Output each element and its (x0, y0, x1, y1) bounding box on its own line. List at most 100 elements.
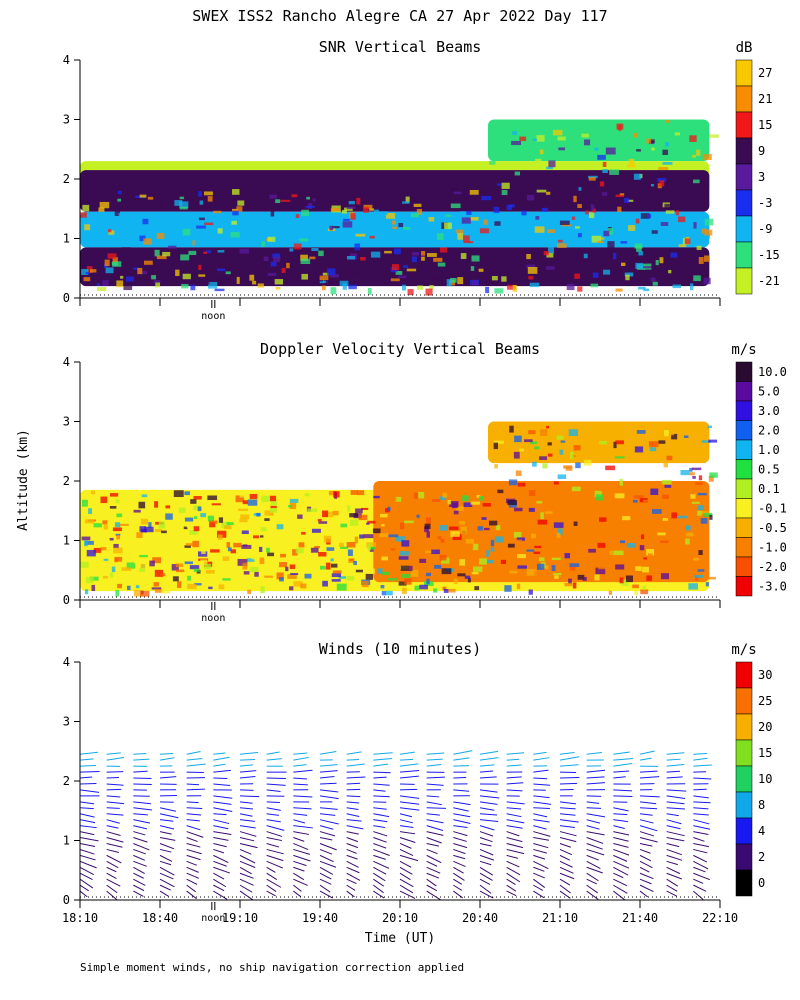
wind-barb (586, 872, 599, 882)
texture-cell (309, 256, 316, 260)
texture-cell (281, 268, 286, 274)
wind-barb (586, 890, 599, 900)
wind-barb (479, 842, 492, 847)
wind-barb (453, 831, 468, 837)
wind-barb (479, 860, 492, 866)
wind-barb (106, 842, 123, 848)
wind-barb (586, 854, 599, 861)
texture-cell (193, 568, 200, 572)
wind-barb (559, 825, 575, 829)
wind-barb (266, 751, 280, 755)
wind-barb (213, 854, 229, 863)
texture-cell (395, 270, 403, 275)
y-tick-label: 1 (63, 834, 70, 848)
texture-cell (84, 540, 94, 545)
wind-barb (453, 837, 467, 842)
texture-cell (683, 435, 689, 439)
colorbar-label: 9 (758, 144, 765, 158)
texture-cell (380, 585, 385, 589)
wind-barb (559, 848, 573, 856)
texture-cell (154, 501, 159, 508)
texture-cell (564, 582, 573, 587)
texture-cell (273, 256, 281, 263)
texture-cell (633, 495, 644, 499)
texture-cell (651, 147, 655, 151)
texture-cell (557, 239, 563, 243)
texture-cell (643, 288, 650, 292)
texture-cell (561, 223, 572, 227)
texture-cell (252, 280, 257, 285)
texture-cell (431, 549, 440, 555)
wind-barb (639, 825, 658, 832)
texture-cell (501, 189, 508, 196)
colorbar-swatch (735, 843, 753, 871)
texture-cell (691, 501, 700, 504)
texture-cell (447, 588, 456, 593)
y-tick-label: 1 (63, 232, 70, 246)
texture-cell (234, 195, 239, 201)
texture-cell (346, 575, 355, 581)
colorbar-swatch (735, 420, 753, 441)
wind-barb (399, 763, 419, 767)
wind-barb (186, 848, 202, 855)
texture-cell (643, 557, 648, 560)
texture-cell (193, 526, 200, 532)
colorbar-label: -2.0 (758, 560, 787, 574)
wind-barb (319, 751, 337, 755)
wind-barb (106, 752, 121, 755)
wind-barb (213, 756, 230, 761)
y-tick-label: 0 (63, 893, 70, 907)
texture-cell (165, 215, 170, 219)
y-tick-label: 2 (63, 172, 70, 186)
wind-barb (559, 860, 573, 868)
wind-barb (346, 763, 365, 767)
texture-cell (136, 532, 143, 538)
wind-barb (666, 764, 685, 767)
texture-cell (125, 276, 135, 282)
wind-barb (533, 751, 547, 755)
wind-barb (453, 789, 470, 792)
wind-profile (586, 751, 606, 900)
texture-cell (565, 466, 573, 471)
wind-profile (106, 752, 125, 900)
texture-cell (624, 197, 630, 203)
wind-barb (533, 884, 543, 891)
texture-cell (175, 563, 184, 568)
texture-cell (499, 434, 505, 439)
wind-barb (106, 837, 124, 843)
noon-label: noon (201, 311, 225, 322)
texture-cell (504, 585, 512, 592)
texture-cell (674, 132, 680, 136)
texture-cell (138, 501, 146, 509)
texture-cell (695, 575, 699, 581)
texture-cell (301, 273, 309, 280)
texture-cell (583, 459, 592, 466)
texture-cell (569, 452, 574, 459)
texture-cell (664, 203, 673, 211)
texture-cell (707, 425, 713, 429)
texture-cell (530, 533, 536, 539)
wind-barb (693, 878, 704, 884)
wind-barb (239, 819, 255, 822)
texture-cell (701, 440, 711, 443)
wind-barb (586, 860, 601, 870)
wind-barb (639, 770, 658, 773)
texture-cell (445, 214, 452, 217)
texture-cell (100, 496, 108, 504)
texture-cell (247, 499, 258, 506)
wind-barb (80, 813, 95, 818)
texture-cell (222, 578, 231, 581)
texture-cell (134, 558, 144, 564)
texture-cell (190, 284, 196, 291)
texture-cell (204, 222, 214, 226)
wind-barb (586, 848, 605, 856)
texture-cell (609, 550, 614, 555)
wind-barb (373, 771, 391, 774)
texture-cell (577, 204, 582, 209)
texture-cell (100, 547, 107, 551)
texture-cell (574, 273, 580, 279)
wind-barb (453, 842, 468, 849)
colorbar-label: -1.0 (758, 540, 787, 554)
texture-cell (641, 534, 645, 540)
wind-barb (666, 890, 678, 897)
